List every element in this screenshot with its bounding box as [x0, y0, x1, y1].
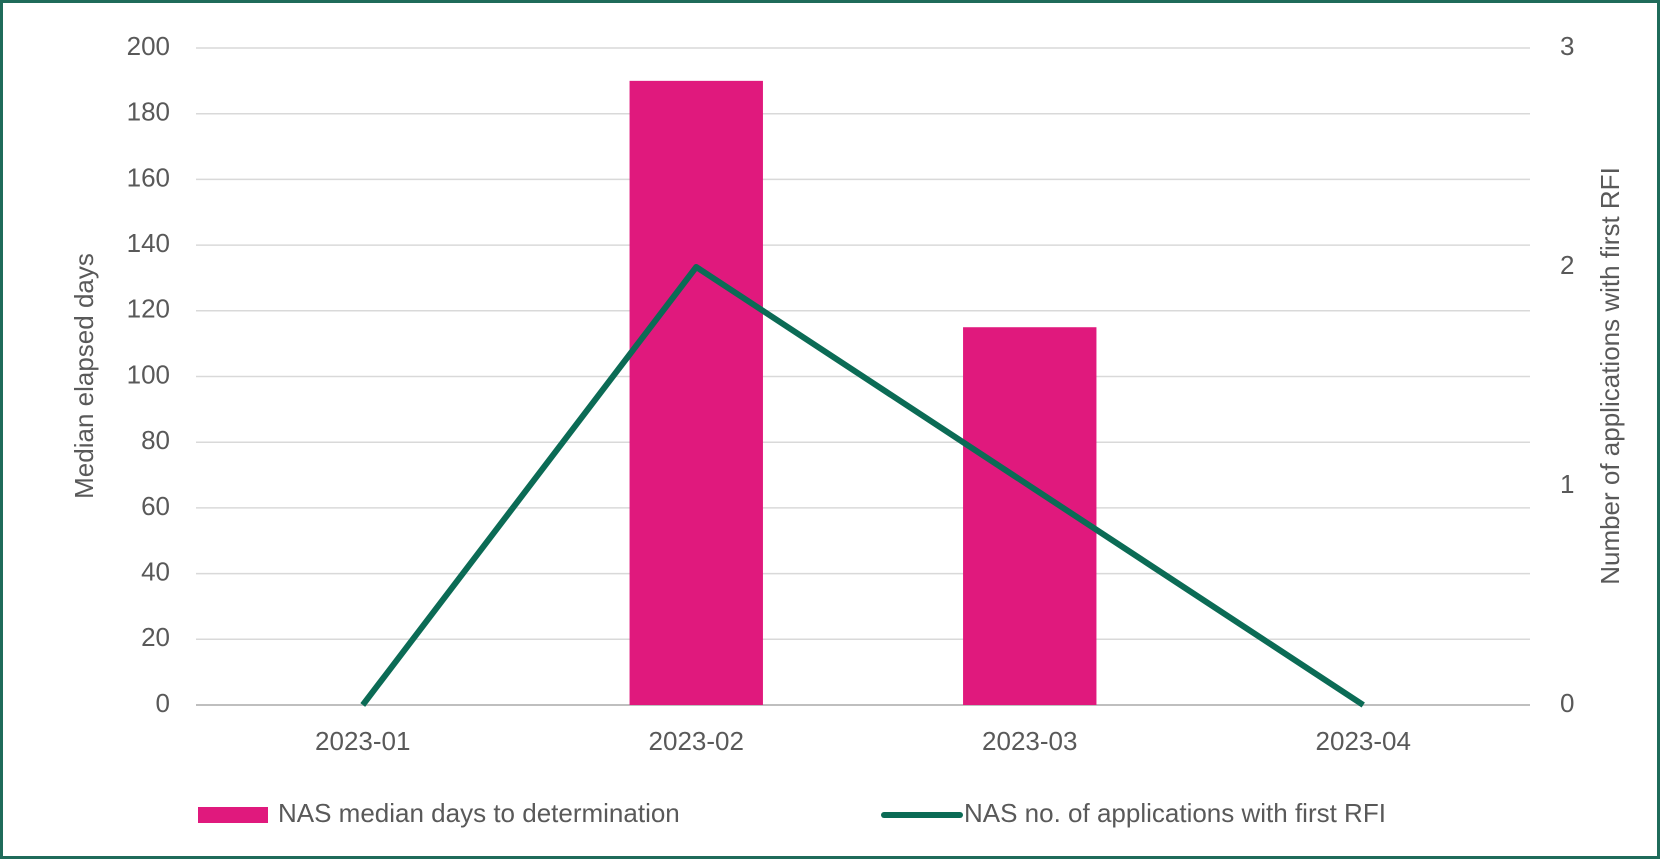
x-tick-label: 2023-03: [982, 726, 1077, 756]
y-tick-label: 80: [141, 425, 170, 455]
y2-tick-label: 1: [1560, 469, 1574, 499]
y-tick-label: 200: [127, 31, 170, 61]
y-tick-label: 0: [156, 688, 170, 718]
y2-tick-label: 0: [1560, 688, 1574, 718]
y2-tick-label: 2: [1560, 250, 1574, 280]
y-tick-label: 180: [127, 97, 170, 127]
legend-label: NAS no. of applications with first RFI: [964, 798, 1386, 828]
y2-axis-label: Number of applications with first RFI: [1595, 167, 1625, 585]
y-tick-label: 160: [127, 162, 170, 192]
y-tick-label: 60: [141, 491, 170, 521]
y-axis-label: Median elapsed days: [69, 253, 99, 499]
bar: [629, 80, 763, 706]
x-tick-label: 2023-04: [1316, 726, 1411, 756]
x-tick-label: 2023-01: [315, 726, 410, 756]
y-tick-label: 140: [127, 228, 170, 258]
y-tick-label: 100: [127, 359, 170, 389]
y-tick-label: 120: [127, 294, 170, 324]
legend-label: NAS median days to determination: [278, 798, 680, 828]
line: [360, 264, 1365, 708]
y2-tick-label: 3: [1560, 31, 1574, 61]
y-tick-label: 40: [141, 556, 170, 586]
x-tick-label: 2023-02: [649, 726, 744, 756]
legend-swatch: [198, 807, 268, 823]
y-tick-label: 20: [141, 622, 170, 652]
